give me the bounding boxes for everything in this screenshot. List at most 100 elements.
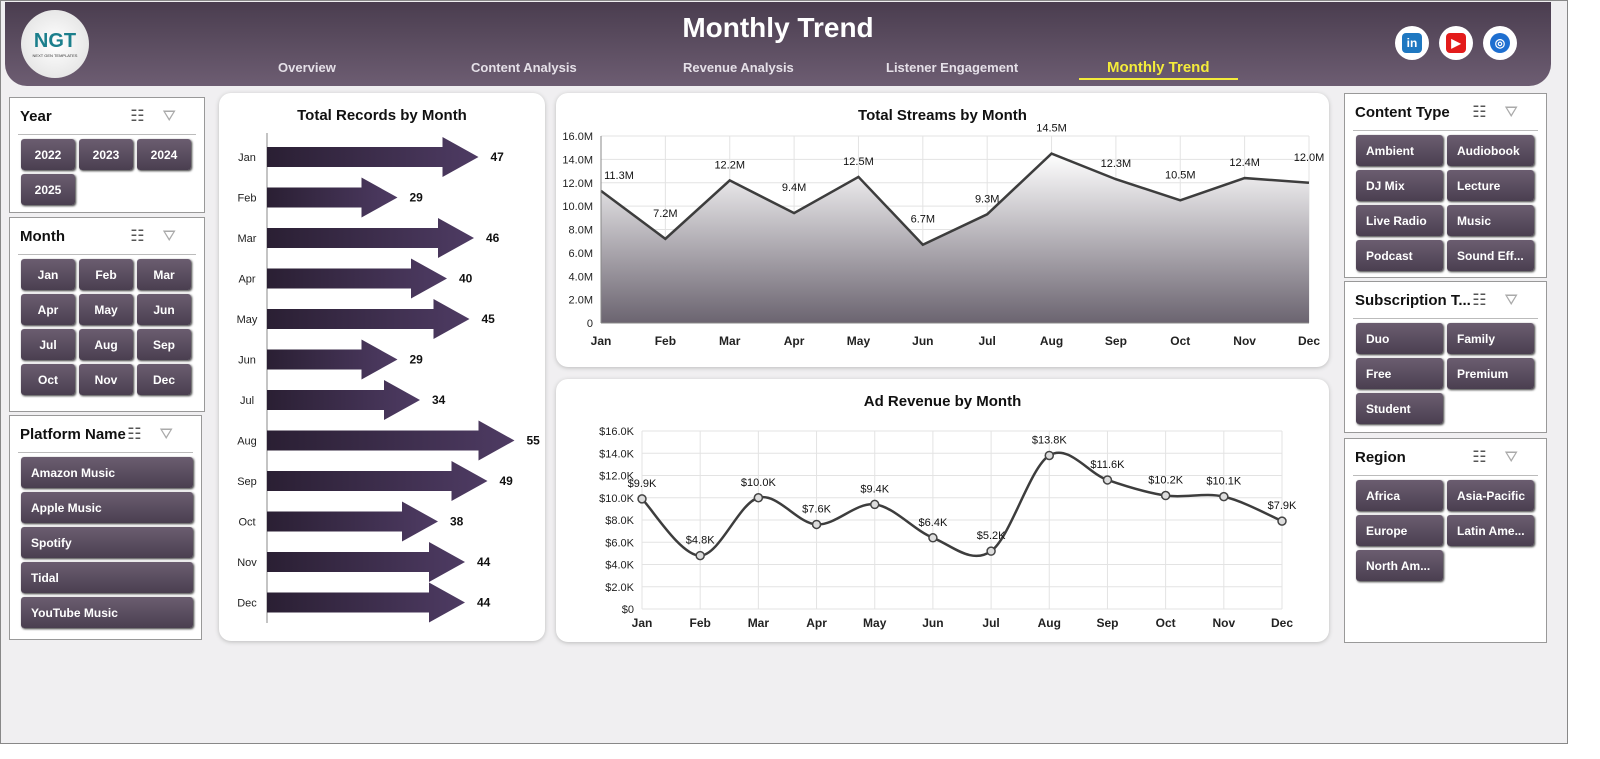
streams-chart: 0 2.0M 4.0M 6.0M 8.0M 10.0M 12.0M 14.0M 16.0M Jan… — [562, 123, 1324, 348]
clear-filter-icon[interactable]: ⛛ — [162, 108, 194, 125]
slicer-item[interactable]: Latin Ame... — [1447, 515, 1534, 546]
nav-listener-engagement[interactable]: Listener Engagement — [886, 60, 1019, 75]
data-point — [811, 519, 822, 530]
bar-arrow — [267, 339, 398, 380]
x-tick-label: Nov — [1212, 616, 1235, 630]
nav-overview[interactable]: Overview — [278, 60, 336, 75]
slicer-item[interactable]: Ambient — [1356, 135, 1443, 166]
y-tick-label: $12.0K — [599, 471, 635, 483]
multi-select-icon[interactable]: ☷ — [127, 426, 160, 443]
data-label: 44 — [477, 555, 491, 569]
slicer-item[interactable]: Sound Eff... — [1447, 240, 1534, 271]
chart-title: Total Streams by Month — [858, 107, 1027, 124]
slicer-item[interactable]: Asia-Pacific — [1447, 480, 1534, 511]
slicer-item[interactable]: Premium — [1447, 358, 1534, 389]
slicer-item[interactable]: Oct — [21, 364, 75, 395]
slicer-item[interactable]: Dec — [137, 364, 191, 395]
clear-filter-icon[interactable]: ⛛ — [1504, 292, 1536, 309]
logo-subtext: NEXT GEN TEMPLATES — [32, 53, 78, 58]
slicer-item[interactable]: Free — [1356, 358, 1443, 389]
x-tick-label: Nov — [1233, 334, 1256, 348]
slicer-item[interactable]: 2024 — [137, 139, 191, 170]
data-label: $10.2K — [1148, 475, 1184, 487]
clear-filter-icon[interactable]: ⛛ — [1504, 449, 1536, 466]
slicer-item[interactable]: Jun — [137, 294, 191, 325]
divider — [18, 452, 193, 453]
multi-select-icon[interactable]: ☷ — [130, 108, 163, 125]
multi-select-icon[interactable]: ☷ — [1472, 104, 1505, 121]
slicer-item[interactable]: Podcast — [1356, 240, 1443, 271]
data-point — [1160, 490, 1171, 501]
slicer-content-type: Content Type ☷⛛ Ambient Audiobook DJ Mix Lec… — [1344, 93, 1547, 278]
youtube-button[interactable]: ▶ — [1439, 26, 1473, 60]
clear-filter-icon[interactable]: ⛛ — [162, 228, 194, 245]
multi-select-icon[interactable]: ☷ — [1472, 292, 1505, 309]
slicer-title: Region — [1355, 449, 1406, 466]
slicer-item[interactable]: Europe — [1356, 515, 1443, 546]
dashboard: NGT NEXT GEN TEMPLATES Monthly Trend Over… — [0, 0, 1568, 744]
slicer-item[interactable]: May — [79, 294, 133, 325]
slicer-item[interactable]: Audiobook — [1447, 135, 1534, 166]
x-tick-label: Dec — [1271, 616, 1293, 630]
slicer-item[interactable]: 2025 — [21, 174, 75, 205]
slicer-item[interactable]: Sep — [137, 329, 191, 360]
slicer-item[interactable]: Live Radio — [1356, 205, 1443, 236]
data-label: $4.8K — [686, 535, 715, 547]
slicer-item[interactable]: Apr — [21, 294, 75, 325]
slicer-item[interactable]: YouTube Music — [21, 597, 193, 628]
tick-label: Mar — [238, 233, 257, 245]
x-tick-label: Mar — [748, 616, 770, 630]
tick-label: May — [237, 314, 258, 326]
data-label: $9.9K — [628, 478, 657, 490]
multi-select-icon[interactable]: ☷ — [1472, 449, 1505, 466]
x-tick-label: Jul — [982, 616, 999, 630]
slicer-item[interactable]: Apple Music — [21, 492, 193, 523]
linkedin-icon: in — [1402, 33, 1422, 53]
data-point — [695, 550, 705, 561]
slicer-item[interactable]: Music — [1447, 205, 1534, 236]
clear-filter-icon[interactable]: ⛛ — [159, 426, 191, 443]
slicer-item[interactable]: Student — [1356, 393, 1443, 424]
data-point — [753, 493, 764, 503]
y-tick-label: 0 — [587, 318, 593, 330]
slicer-item[interactable]: Family — [1447, 323, 1534, 354]
slicer-item[interactable]: North Am... — [1356, 550, 1443, 581]
x-tick-label: Oct — [1170, 334, 1190, 348]
slicer-item[interactable]: Mar — [137, 259, 191, 290]
slicer-item[interactable]: Amazon Music — [21, 457, 193, 488]
nav-monthly-trend[interactable]: Monthly Trend — [1079, 59, 1238, 80]
slicer-item[interactable]: Spotify — [21, 527, 193, 558]
slicer-item[interactable]: Aug — [79, 329, 133, 360]
linkedin-button[interactable]: in — [1395, 26, 1429, 60]
slicer-item[interactable]: 2022 — [21, 139, 75, 170]
data-point — [1277, 516, 1287, 526]
bar-arrow — [267, 299, 470, 339]
clear-filter-icon[interactable]: ⛛ — [1504, 104, 1536, 121]
bar-arrow — [267, 380, 420, 420]
nav-content-analysis[interactable]: Content Analysis — [471, 60, 577, 75]
x-tick-label: Jun — [922, 616, 943, 630]
nav-revenue-analysis[interactable]: Revenue Analysis — [683, 60, 794, 75]
ad-revenue-chart-card: Ad Revenue by Month $0 $2.0K $4.0K $6.0K $8.… — [556, 379, 1329, 642]
multi-select-icon[interactable]: ☷ — [130, 228, 163, 245]
tick-label: Jul — [240, 395, 254, 407]
y-tick-label: 14.0M — [562, 154, 593, 166]
website-button[interactable]: ◎ — [1483, 26, 1517, 60]
slicer-item[interactable]: Duo — [1356, 323, 1443, 354]
slicer-item[interactable]: 2023 — [79, 139, 133, 170]
slicer-item[interactable]: Feb — [79, 259, 133, 290]
slicer-item[interactable]: Tidal — [21, 562, 193, 593]
slicer-item[interactable]: Nov — [79, 364, 133, 395]
x-tick-label: Mar — [719, 334, 741, 348]
data-point — [928, 533, 938, 543]
slicer-item[interactable]: Jul — [21, 329, 75, 360]
slicer-item[interactable]: Africa — [1356, 480, 1443, 511]
data-label: 44 — [477, 596, 491, 610]
slicer-item[interactable]: Lecture — [1447, 170, 1534, 201]
slicer-item[interactable]: Jan — [21, 259, 75, 290]
slicer-year: Year ☷⛛ 2022 2023 2024 2025 — [9, 97, 205, 213]
data-label: 34 — [432, 393, 446, 407]
divider — [1353, 475, 1538, 476]
slicer-item[interactable]: DJ Mix — [1356, 170, 1443, 201]
data-label: 12.3M — [1101, 158, 1132, 170]
